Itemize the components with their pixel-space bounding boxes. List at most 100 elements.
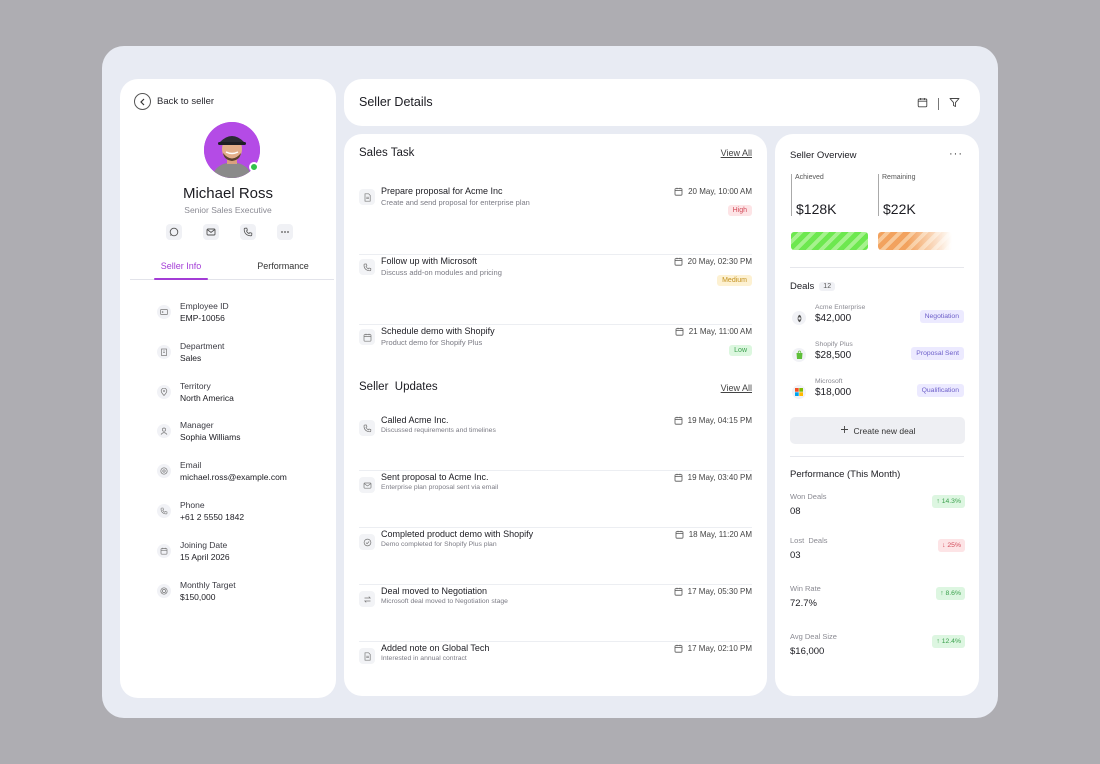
- deal-stage-badge: Proposal Sent: [911, 347, 964, 360]
- microsoft-logo-icon: [792, 385, 806, 399]
- deals-count-badge: 12: [819, 282, 836, 291]
- calendar-icon: [359, 329, 375, 345]
- priority-badge: Medium: [717, 275, 752, 286]
- update-description: Enterprise plan proposal sent via email: [381, 484, 499, 491]
- mail-icon: [206, 228, 216, 236]
- info-joining-date: Joining Date 15 April 2026: [157, 539, 317, 579]
- call-button[interactable]: [240, 224, 256, 240]
- task-date: 20 May, 02:30 PM: [674, 257, 752, 266]
- info-value: Sophia Williams: [180, 432, 241, 443]
- sales-task-view-all[interactable]: View All: [720, 148, 752, 158]
- calendar-icon[interactable]: [917, 95, 928, 113]
- tab-performance[interactable]: Performance: [257, 261, 309, 271]
- update-item[interactable]: Sent proposal to Acme Inc. Enterprise pl…: [359, 471, 752, 528]
- task-description: Create and send proposal for enterprise …: [381, 198, 530, 207]
- seller-updates-title: Seller Updates: [359, 381, 438, 393]
- calendar-icon: [674, 473, 683, 482]
- deal-item[interactable]: Shopify Plus $28,500 Proposal Sent: [790, 341, 964, 371]
- profile-card: Back to seller Michael Ross Senior Sales…: [120, 79, 336, 698]
- create-new-deal-button[interactable]: Create new deal: [790, 417, 965, 444]
- chat-icon: [169, 227, 179, 237]
- info-value: EMP-10056: [180, 313, 225, 323]
- check-circle-icon: [359, 534, 375, 550]
- note-icon: [359, 648, 375, 664]
- divider: [938, 98, 939, 110]
- seller-role: Senior Sales Executive: [184, 205, 272, 215]
- deal-company: Acme Enterprise: [815, 304, 866, 311]
- activity-card: Sales Task View All Prepare proposal for…: [344, 134, 767, 696]
- phone-icon: [359, 420, 375, 436]
- update-item[interactable]: Added note on Global Tech Interested in …: [359, 642, 752, 699]
- info-label: Phone: [180, 499, 205, 510]
- create-deal-label: Create new deal: [853, 425, 916, 436]
- chat-button[interactable]: [166, 224, 182, 240]
- divider: [790, 456, 964, 457]
- update-item[interactable]: Called Acme Inc. Discussed requirements …: [359, 414, 752, 471]
- update-title: Called Acme Inc.: [381, 415, 449, 425]
- task-item[interactable]: Prepare proposal for Acme Inc Create and…: [359, 185, 752, 255]
- update-date-text: 17 May, 02:10 PM: [687, 644, 752, 653]
- priority-badge: Low: [729, 345, 752, 356]
- remaining-progress-bar: [878, 232, 952, 250]
- task-date-text: 20 May, 02:30 PM: [687, 257, 752, 266]
- achieved-stat: Achieved $128K: [791, 174, 871, 217]
- priority-badge: High: [727, 205, 752, 216]
- document-icon: [359, 189, 375, 205]
- calendar-icon: [157, 543, 171, 558]
- metric-value: 72.7%: [790, 598, 817, 609]
- page-title: Seller Details: [359, 95, 433, 109]
- divider: [790, 267, 964, 268]
- profile-tabs: Seller Info Performance: [130, 259, 334, 280]
- email-button[interactable]: [203, 224, 219, 240]
- deal-amount: $18,000: [815, 387, 852, 398]
- deal-company: Shopify Plus: [815, 341, 853, 348]
- building-icon: [157, 344, 171, 359]
- deal-stage-badge: Negotiation: [919, 310, 964, 323]
- performance-title: Performance (This Month): [790, 469, 901, 480]
- info-email: Email michael.ross@example.com: [157, 459, 317, 499]
- arrow-up-icon: ↑: [940, 590, 946, 597]
- deal-amount: $28,500: [815, 350, 852, 361]
- metric-avg-deal-size: Avg Deal Size $16,000 ↑ 12.4%: [790, 632, 965, 664]
- seller-overview-card: Seller Overview ··· Achieved $128K Remai…: [775, 134, 979, 696]
- info-manager: Manager Sophia Williams: [157, 419, 317, 459]
- task-date: 21 May, 11:00 AM: [675, 327, 752, 336]
- info-value: 15 April 2026: [180, 551, 230, 562]
- info-value: $150,000: [180, 591, 216, 602]
- update-title: Sent proposal to Acme Inc.: [381, 472, 489, 482]
- update-description: Microsoft deal moved to Negotiation stag…: [381, 598, 508, 605]
- info-label: Department: [180, 340, 225, 351]
- update-item[interactable]: Deal moved to Negotiation Microsoft deal…: [359, 585, 752, 642]
- filter-icon[interactable]: [949, 95, 960, 113]
- task-item[interactable]: Follow up with Microsoft Discuss add-on …: [359, 255, 752, 325]
- info-label: Manager: [180, 420, 214, 431]
- tab-seller-info[interactable]: Seller Info: [130, 259, 232, 280]
- change-badge: ↓ 25%: [938, 539, 965, 552]
- more-options-icon[interactable]: ···: [949, 148, 963, 160]
- phone-icon: [243, 227, 253, 237]
- calendar-icon: [675, 530, 684, 539]
- update-date-text: 18 May, 11:20 AM: [688, 530, 752, 539]
- task-item[interactable]: Schedule demo with Shopify Product demo …: [359, 325, 752, 395]
- update-date-text: 19 May, 04:15 PM: [687, 416, 752, 425]
- location-icon: [157, 384, 171, 399]
- deal-item[interactable]: Acme Enterprise $42,000 Negotiation: [790, 304, 964, 334]
- info-employee-id: Employee ID EMP-10056: [157, 300, 317, 340]
- update-description: Discussed requirements and timelines: [381, 427, 496, 434]
- metric-value: $16,000: [790, 646, 825, 657]
- deal-item[interactable]: Microsoft $18,000 Qualification: [790, 378, 964, 408]
- app-frame: Back to seller Michael Ross Senior Sales…: [102, 46, 998, 718]
- info-monthly-target: Monthly Target $150,000: [157, 579, 317, 619]
- task-date: 20 May, 10:00 AM: [674, 187, 752, 196]
- calendar-icon: [674, 187, 683, 196]
- back-to-seller-link[interactable]: Back to seller: [134, 93, 214, 110]
- info-label: Employee ID: [180, 301, 229, 311]
- target-icon: [157, 583, 171, 598]
- more-button[interactable]: [277, 224, 293, 240]
- update-item[interactable]: Completed product demo with Shopify Demo…: [359, 528, 752, 585]
- info-label: Territory: [180, 380, 211, 391]
- user-icon: [157, 424, 171, 439]
- deals-title: Deals: [790, 281, 815, 292]
- task-title: Prepare proposal for Acme Inc: [381, 186, 503, 196]
- seller-updates-view-all[interactable]: View All: [720, 383, 752, 393]
